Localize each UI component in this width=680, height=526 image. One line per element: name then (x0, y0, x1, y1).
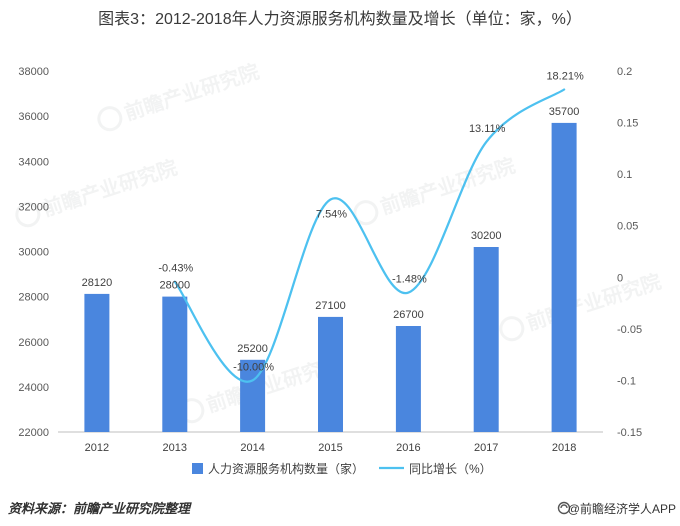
left-y-axis: 22000 24000 26000 28000 30000 32000 34000 36000… (18, 66, 49, 439)
left-y-tick-label: 36000 (18, 111, 49, 123)
right-y-tick-label: -0.1 (617, 375, 636, 387)
bar-value-label-2017: 30200 (471, 230, 502, 242)
left-y-tick-label: 32000 (18, 201, 49, 213)
growth-line (173, 88, 566, 383)
bar-value-label-2016: 26700 (393, 309, 424, 321)
bar-series (84, 122, 577, 433)
right-y-tick-label: 0.05 (617, 221, 638, 233)
x-tick-label-2015: 2015 (318, 442, 342, 454)
left-y-tick-label: 38000 (18, 66, 49, 78)
line-series (173, 88, 566, 383)
x-tick-label-2012: 2012 (85, 442, 109, 454)
left-y-tick-label: 26000 (18, 337, 49, 349)
legend-bar-swatch (192, 463, 203, 474)
brand-logo-icon (557, 501, 571, 515)
bar-2012 (84, 293, 110, 432)
right-y-axis: -0.15 -0.1 -0.05 0 0.05 0.1 0.15 0.2 (617, 66, 642, 439)
bar-2018 (551, 122, 577, 433)
left-y-tick-label: 30000 (18, 247, 49, 259)
watermark-logo-icon (353, 200, 379, 226)
watermark: 前瞻产业研究院 (353, 153, 518, 226)
legend-line-label: 同比增长（%） (409, 462, 492, 476)
legend: 人力资源服务机构数量（家） 同比增长（%） (192, 461, 492, 476)
growth-label-2018: 18.21% (546, 71, 584, 83)
bar-2015 (318, 316, 343, 432)
left-y-tick-label: 24000 (18, 382, 49, 394)
watermark: 前瞻产业研究院 (97, 59, 262, 132)
bar-2013 (162, 296, 188, 432)
x-tick-label-2014: 2014 (240, 442, 264, 454)
x-axis: 2012 2013 2014 2015 2016 2017 2018 (58, 431, 603, 454)
brand-label: @前瞻经济学人APP (568, 501, 676, 516)
watermark-text: 前瞻产业研究院 (523, 269, 664, 335)
watermark-logo-icon (97, 106, 123, 132)
right-y-tick-label: -0.05 (617, 324, 642, 336)
x-tick-label-2013: 2013 (163, 442, 187, 454)
growth-label-2013: -0.43% (158, 263, 193, 275)
growth-label-2014: -10.00% (233, 361, 274, 373)
right-y-tick-label: -0.15 (617, 427, 642, 439)
source-note: 资料来源：前瞻产业研究院整理 (8, 501, 192, 516)
x-tick-label-2016: 2016 (396, 442, 420, 454)
left-y-tick-label: 28000 (18, 292, 49, 304)
growth-label-2017: 13.11% (469, 123, 506, 135)
bar-value-label-2013: 28000 (160, 280, 191, 292)
bar-2016 (395, 326, 421, 432)
bar-value-label-2014: 25200 (237, 343, 268, 355)
right-y-tick-label: 0 (617, 272, 623, 284)
chart-title: 图表3：2012-2018年人力资源服务机构数量及增长（单位：家，%） (98, 10, 582, 28)
watermark-logo-icon (15, 202, 41, 228)
bar-value-label-2015: 27100 (315, 300, 346, 312)
growth-label-2016: -1.48% (392, 274, 427, 286)
left-y-tick-label: 22000 (18, 427, 49, 439)
watermark-text: 前瞻产业研究院 (39, 155, 180, 221)
x-tick-label-2018: 2018 (552, 442, 576, 454)
bar-value-label-2012: 28120 (82, 277, 113, 289)
watermark-text: 前瞻产业研究院 (377, 153, 518, 219)
bar-2017 (473, 247, 499, 432)
bar-data-labels: 28120 28000 25200 27100 26700 30200 35700 (82, 106, 580, 355)
legend-bar-label: 人力资源服务机构数量（家） (208, 461, 364, 476)
right-y-tick-label: 0.2 (617, 66, 632, 78)
bar-value-label-2018: 35700 (549, 106, 580, 118)
x-tick-label-2017: 2017 (474, 442, 498, 454)
right-y-tick-label: 0.1 (617, 169, 632, 181)
watermark-text: 前瞻产业研究院 (121, 59, 262, 125)
right-y-tick-label: 0.15 (617, 118, 638, 130)
line-data-labels: -0.43% -10.00% 7.54% -1.48% 13.11% 18.21% (158, 71, 584, 374)
watermark-logo-icon (499, 316, 525, 342)
growth-label-2015: 7.54% (316, 209, 347, 221)
left-y-tick-label: 34000 (18, 156, 49, 168)
